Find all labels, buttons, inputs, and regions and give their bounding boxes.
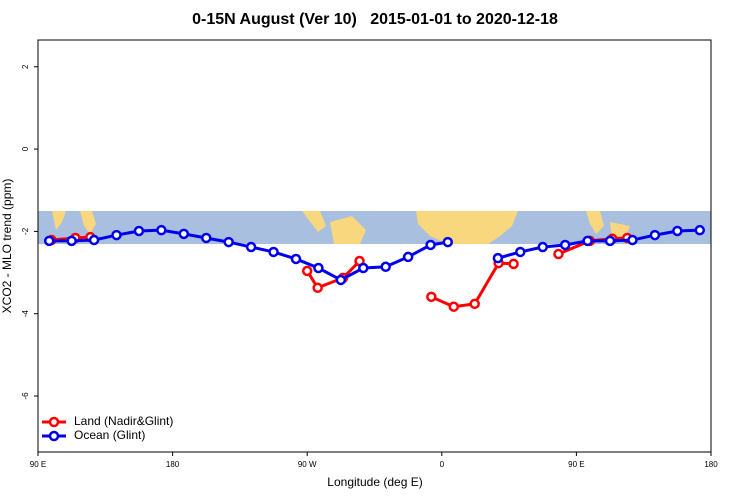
data-point <box>201 232 212 244</box>
y-tick-label: 0 <box>21 146 30 151</box>
data-point <box>426 291 437 303</box>
data-point <box>156 224 167 236</box>
data-point <box>133 225 145 237</box>
chart-title: 0-15N August (Ver 10) 2015-01-01 to 2020… <box>192 11 558 28</box>
y-tick-label: -6 <box>21 392 30 400</box>
legend-label: Ocean (Glint) <box>74 428 145 442</box>
legend-marker <box>48 430 60 442</box>
x-tick-label: 90 E <box>568 460 584 469</box>
data-point <box>627 234 638 246</box>
data-point <box>290 253 302 265</box>
x-tick-label: 180 <box>704 460 718 469</box>
data-point <box>223 236 234 248</box>
data-point <box>469 298 480 310</box>
y-tick-label: -2 <box>21 227 30 235</box>
data-point <box>537 241 548 253</box>
data-point <box>358 262 369 274</box>
data-point <box>111 229 122 241</box>
data-point <box>559 239 571 251</box>
data-point <box>694 224 706 236</box>
data-point <box>492 252 504 264</box>
x-tick-label: 90 W <box>298 460 317 469</box>
data-point <box>301 265 313 277</box>
data-point <box>88 234 100 246</box>
legend-marker <box>48 416 60 428</box>
data-point <box>268 246 279 258</box>
data-point <box>66 235 77 247</box>
y-axis-title: XCO2 - MLO trend (ppm) <box>0 179 14 314</box>
data-point <box>515 246 526 258</box>
data-point <box>582 235 593 247</box>
data-point <box>312 282 323 294</box>
y-tick-label: -4 <box>21 310 30 318</box>
data-point <box>553 248 564 260</box>
data-point <box>448 301 460 312</box>
map-band <box>38 211 711 244</box>
x-axis-title: Longitude (deg E) <box>327 475 422 489</box>
y-tick-label: 2 <box>21 64 30 69</box>
data-point <box>380 261 391 273</box>
data-point <box>313 262 324 274</box>
data-point <box>402 251 414 263</box>
data-point <box>425 239 436 251</box>
x-tick-label: 90 E <box>30 460 46 469</box>
x-tick-label: 0 <box>440 460 445 469</box>
data-point <box>335 274 347 286</box>
data-point <box>245 241 257 253</box>
data-point <box>178 228 190 240</box>
legend-label: Land (Nadir&Glint) <box>74 414 173 428</box>
data-point <box>649 229 661 241</box>
data-point <box>43 235 55 247</box>
data-point <box>508 258 519 270</box>
data-point <box>604 235 616 247</box>
data-point <box>672 225 683 237</box>
plot-frame <box>37 39 712 453</box>
data-point <box>442 236 454 248</box>
x-tick-label: 180 <box>166 460 180 469</box>
